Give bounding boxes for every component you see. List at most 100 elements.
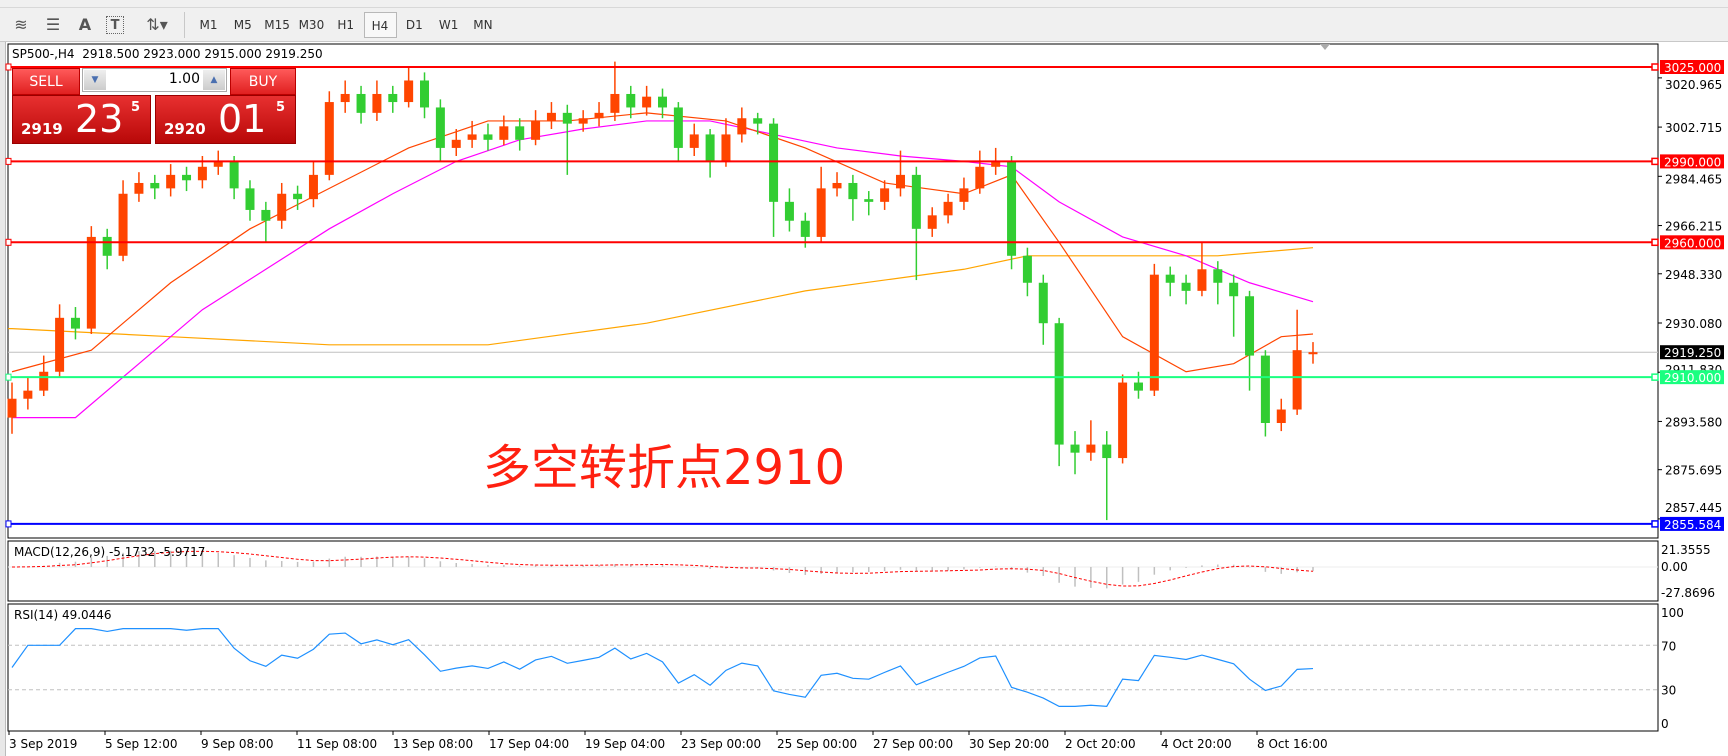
time-label: 4 Oct 20:00 bbox=[1161, 737, 1232, 751]
timeframe-m15[interactable]: M15 bbox=[264, 18, 290, 32]
sell-price-sup: 5 bbox=[131, 100, 141, 115]
moving-average-fast bbox=[11, 112, 1314, 373]
candle-body bbox=[483, 134, 493, 140]
candle bbox=[435, 99, 445, 162]
candle bbox=[975, 150, 985, 194]
candle-body bbox=[1197, 269, 1207, 291]
candle-body bbox=[435, 107, 445, 148]
timeframe-w1[interactable]: W1 bbox=[438, 18, 459, 32]
candle-body bbox=[150, 182, 160, 189]
candle bbox=[546, 102, 556, 130]
candle-body bbox=[182, 174, 192, 181]
candle-body bbox=[245, 188, 255, 210]
sell-price-button[interactable]: 2919 23 5 bbox=[12, 95, 151, 144]
buy-price-button[interactable]: 2920 01 5 bbox=[155, 95, 296, 144]
candle bbox=[1086, 420, 1096, 461]
rsi-label: RSI(14) 49.0446 bbox=[14, 608, 112, 622]
level-line-handle bbox=[5, 157, 12, 165]
lots-input[interactable]: 1.00 bbox=[168, 71, 200, 87]
timeframe-m5[interactable]: M5 bbox=[233, 18, 252, 32]
candle bbox=[182, 166, 192, 192]
candle-body bbox=[86, 236, 96, 329]
rsi-panel bbox=[7, 603, 1659, 732]
rsi-line bbox=[11, 628, 1314, 707]
price-tick-label: 2893.580 bbox=[1665, 415, 1722, 429]
candle bbox=[118, 180, 128, 262]
candle bbox=[1292, 309, 1302, 415]
increase-lots-button[interactable]: ▲ bbox=[203, 70, 225, 90]
candle-body bbox=[420, 80, 430, 108]
fibonacci-fan-icon[interactable]: ≋ bbox=[14, 15, 28, 34]
level-line-handle bbox=[5, 373, 12, 381]
candle bbox=[308, 161, 318, 208]
candle-body bbox=[1165, 274, 1175, 283]
sell-price-big: 23 bbox=[75, 97, 124, 141]
timeframe-m30[interactable]: M30 bbox=[298, 18, 325, 32]
text-icon[interactable]: A bbox=[78, 15, 92, 34]
arrows-icon[interactable]: ⇅▾ bbox=[146, 15, 168, 34]
candle-body bbox=[1086, 444, 1096, 453]
candle-body bbox=[166, 174, 176, 189]
candle bbox=[531, 110, 541, 146]
timeframe-mn[interactable]: MN bbox=[473, 18, 493, 32]
candle-body bbox=[673, 107, 683, 148]
candle-body bbox=[1070, 444, 1080, 453]
candle-body bbox=[689, 134, 699, 148]
candle-body bbox=[55, 317, 65, 372]
candle-body bbox=[769, 123, 779, 202]
timeframe-h4[interactable]: H4 bbox=[363, 12, 397, 38]
toolbar: ≋ ☰ A T ⇅▾ M1 M5 M15 M30 H1 H4 D1 W1 MN bbox=[0, 0, 1728, 42]
fibonacci-retracement-icon[interactable]: ☰ bbox=[45, 15, 61, 34]
candle-body bbox=[467, 134, 477, 140]
candle-body bbox=[404, 80, 414, 103]
candle bbox=[1245, 290, 1255, 391]
sell-button[interactable]: SELL bbox=[12, 68, 80, 95]
candle bbox=[166, 164, 176, 197]
candle-body bbox=[816, 188, 826, 237]
lots-stepper[interactable]: ▼ 1.00 ▲ bbox=[82, 68, 227, 92]
candle-body bbox=[1022, 255, 1032, 283]
candle-body bbox=[1292, 350, 1302, 410]
candle bbox=[499, 115, 509, 146]
candle-body bbox=[277, 193, 287, 221]
buy-button[interactable]: BUY bbox=[230, 68, 296, 95]
chart-annotation-text[interactable]: 多空转折点2910 bbox=[483, 440, 846, 496]
candle bbox=[578, 110, 588, 132]
timeframe-m1[interactable]: M1 bbox=[199, 18, 218, 32]
candle bbox=[642, 85, 652, 116]
candle bbox=[356, 85, 366, 124]
candle-body bbox=[1007, 161, 1017, 256]
time-label: 5 Sep 12:00 bbox=[105, 737, 177, 751]
macd-label: MACD(12,26,9) -5.1732 -5.9717 bbox=[14, 545, 205, 559]
chart-shift-marker-icon bbox=[1320, 44, 1330, 50]
candle-body bbox=[880, 188, 890, 202]
level-price-label: 3025.000 bbox=[1664, 61, 1721, 75]
candle bbox=[134, 172, 144, 202]
timeframe-h1[interactable]: H1 bbox=[337, 18, 355, 32]
timeframe-d1[interactable]: D1 bbox=[405, 18, 423, 32]
level-price-label: 2990.000 bbox=[1664, 155, 1721, 169]
time-label: 3 Sep 2019 bbox=[9, 737, 77, 751]
candle-body bbox=[229, 161, 239, 189]
candle bbox=[1308, 342, 1318, 364]
candle bbox=[483, 123, 493, 151]
moving-average-slow bbox=[8, 247, 1314, 346]
candle bbox=[1260, 350, 1270, 437]
toolbar-row-top bbox=[0, 0, 1728, 8]
candle bbox=[1118, 374, 1128, 464]
candle-body bbox=[1308, 352, 1318, 355]
candle-body bbox=[1276, 409, 1286, 424]
text-label-icon[interactable]: T bbox=[106, 16, 124, 34]
candle-body bbox=[737, 118, 747, 135]
candle-body bbox=[610, 93, 620, 113]
decrease-lots-button[interactable]: ▼ bbox=[84, 70, 106, 90]
candle-body bbox=[7, 398, 17, 418]
toolbar-separator bbox=[184, 12, 185, 38]
window-left-border bbox=[0, 42, 6, 756]
level-price-badge bbox=[1660, 154, 1724, 169]
level-price-label: 2910.000 bbox=[1664, 371, 1721, 385]
rsi-tick-label: 100 bbox=[1661, 606, 1684, 620]
candle-body bbox=[959, 188, 969, 202]
candle bbox=[1276, 398, 1286, 432]
candle bbox=[721, 118, 731, 167]
